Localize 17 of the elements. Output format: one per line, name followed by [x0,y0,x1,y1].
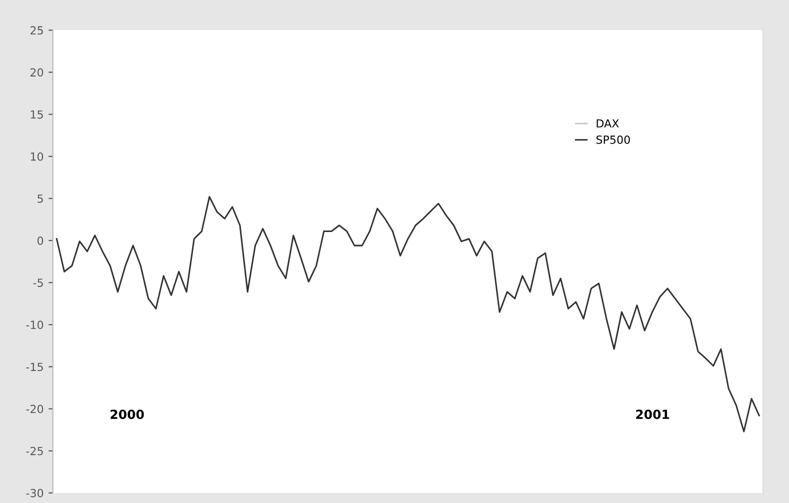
y-tick-label: 5 [38,194,43,203]
y-tick-label: -15 [26,362,43,372]
y-tick-label: 10 [30,152,44,161]
y-tick-label: 25 [30,26,43,35]
y-tick-label: -5 [33,278,43,287]
legend-label: DAX [596,119,619,128]
y-tick-label: -20 [26,404,44,414]
legend-label: SP500 [596,135,630,144]
y-tick-label: 15 [30,110,43,119]
line-series [56,196,760,432]
y-tick-label: 0 [38,236,44,245]
y-tick-label: 20 [30,68,44,77]
annotation: 2000 [110,410,144,420]
annotation: 2001 [636,410,670,420]
y-tick-label: -25 [26,446,43,456]
y-tick-label: -30 [26,488,44,498]
y-tick-label: -10 [26,320,44,330]
